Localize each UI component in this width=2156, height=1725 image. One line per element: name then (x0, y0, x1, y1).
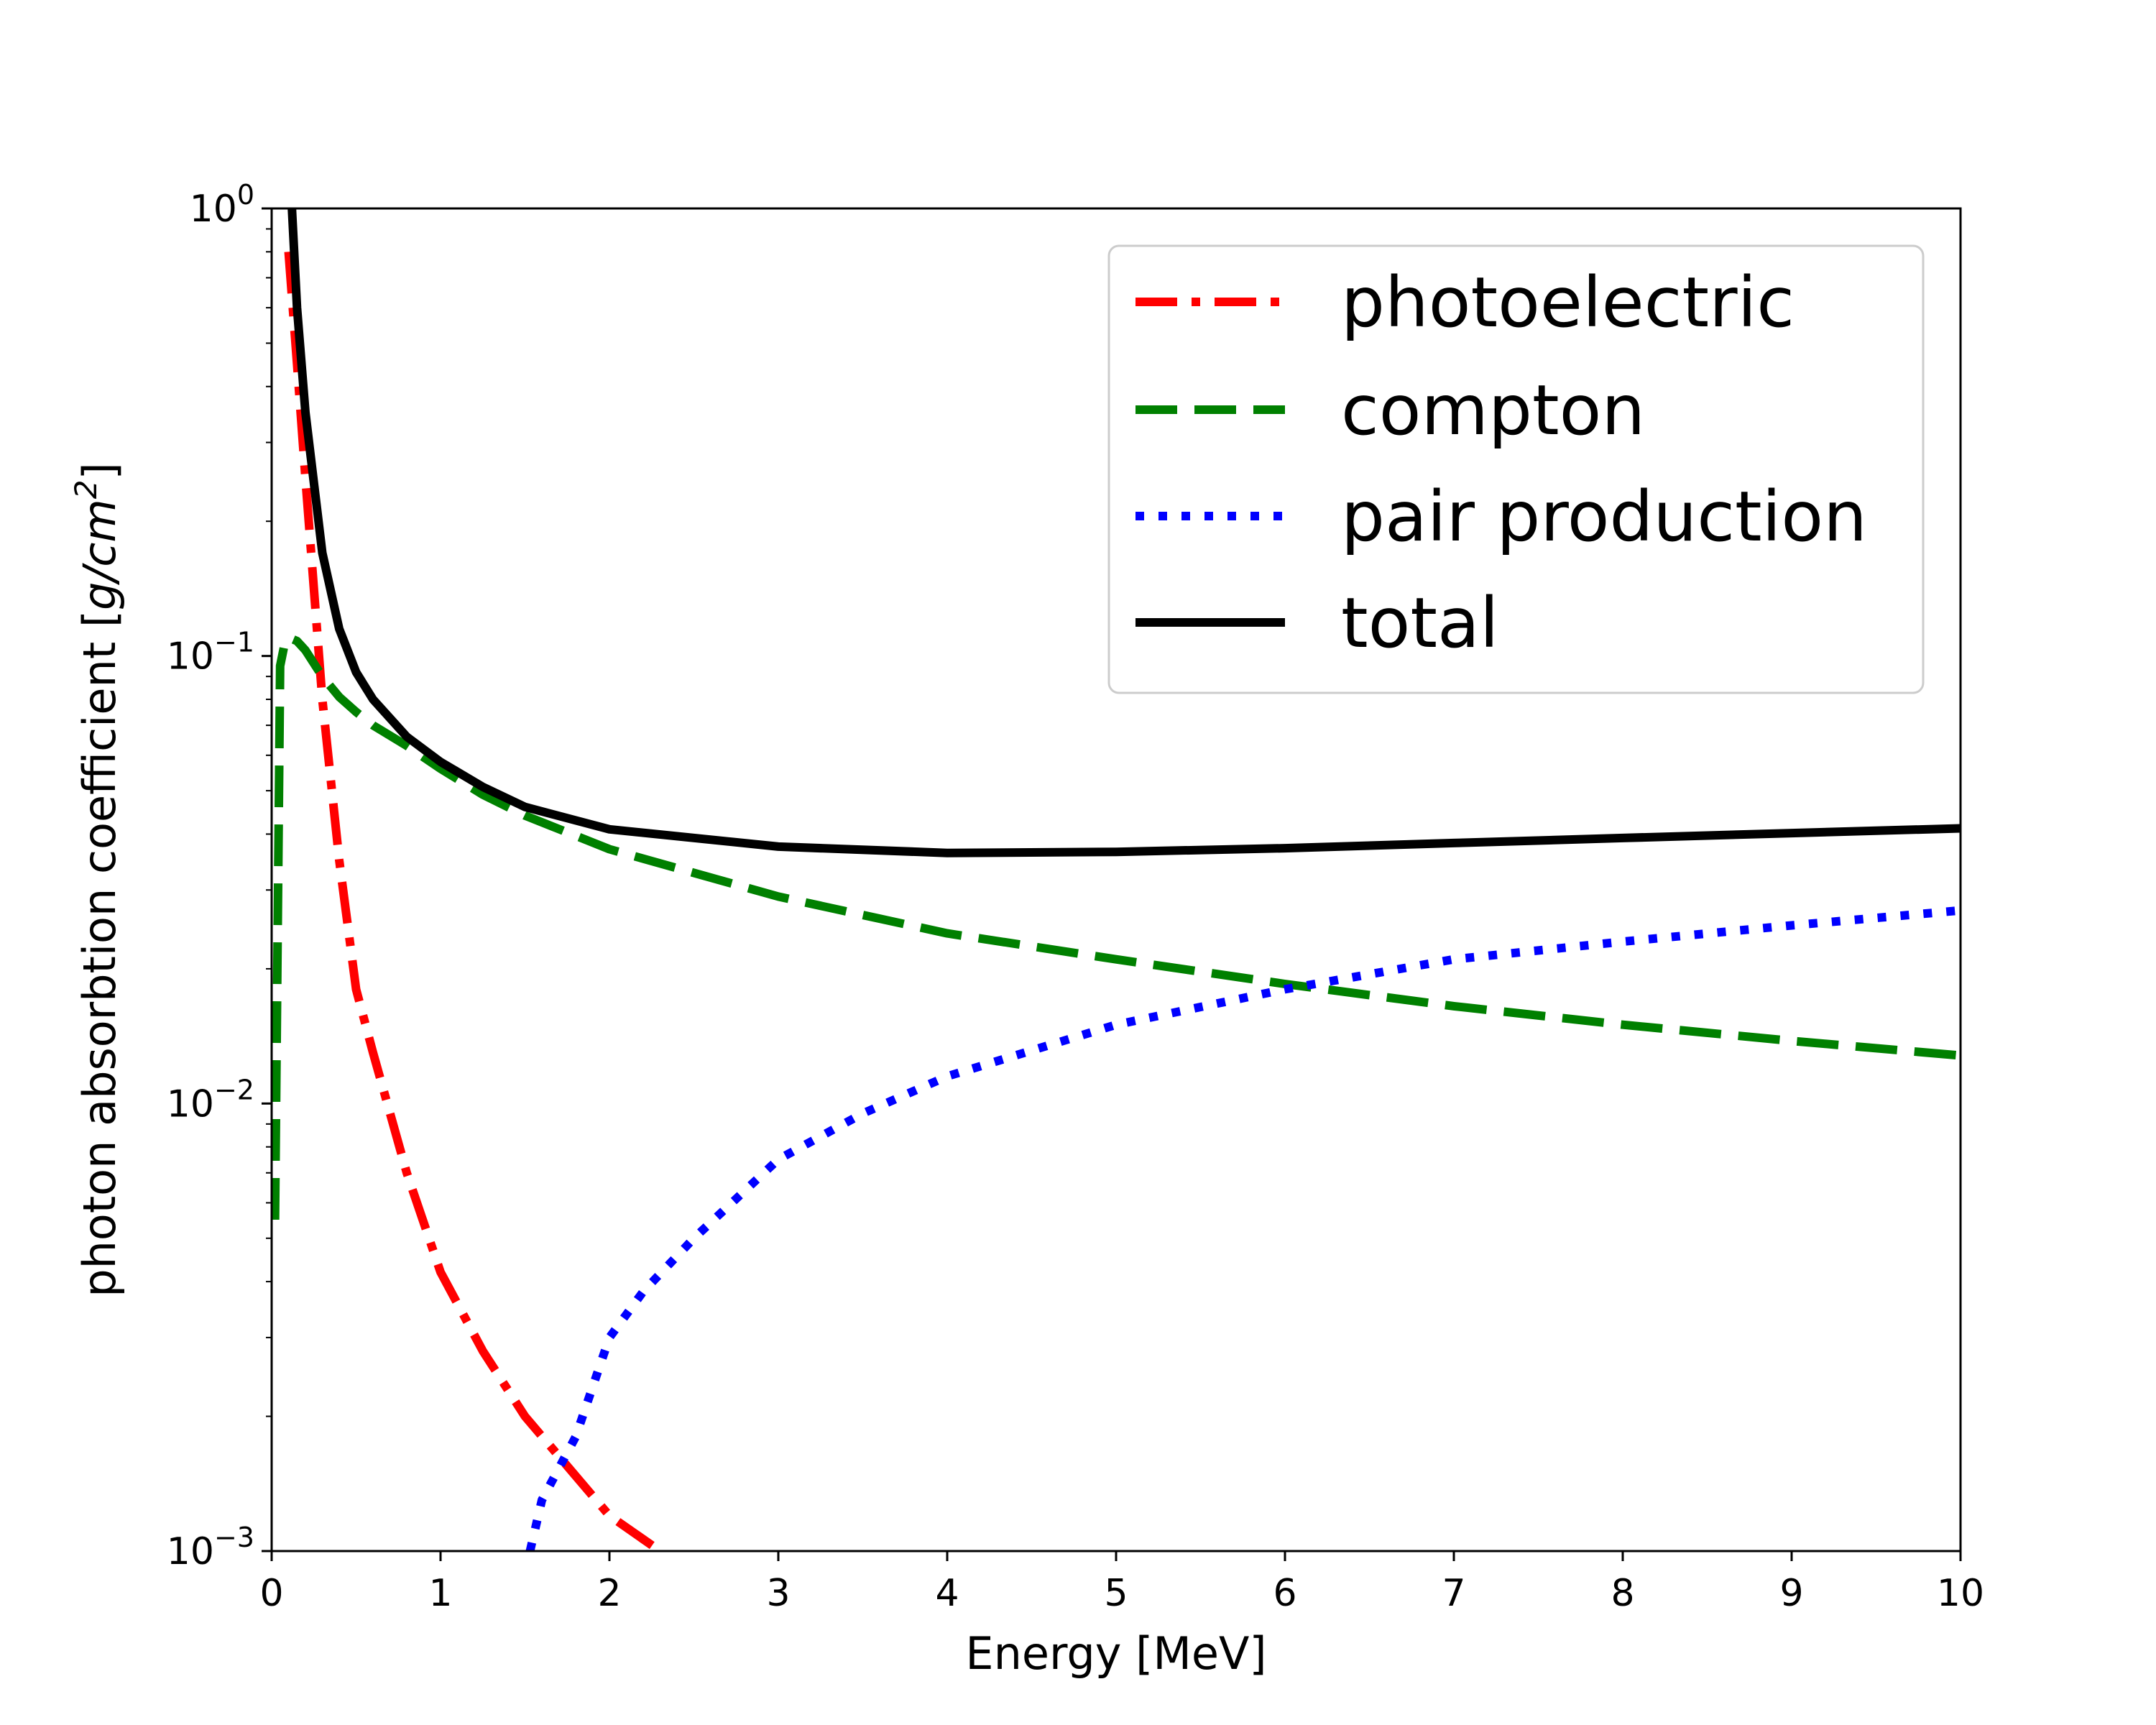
x-axis-label: Energy [MeV] (965, 1627, 1266, 1680)
y-axis-label: photon absorbtion coefficient [g/cm2] (68, 462, 126, 1297)
legend-label: compton (1341, 370, 1645, 451)
legend-label: total (1341, 583, 1499, 663)
y-tick-label: 10−2 (167, 1074, 254, 1126)
series-line-total (287, 208, 1961, 857)
y-axis-label-prefix: photon absorbtion coefficient [ (73, 610, 126, 1297)
series-line-compton (272, 632, 1961, 1220)
y-tick-label: 10−3 (167, 1522, 254, 1573)
x-tick-label: 3 (766, 1572, 790, 1615)
x-tick-label: 4 (935, 1572, 959, 1615)
legend-label: photoelectric (1341, 262, 1795, 343)
y-tick-label: 100 (190, 179, 254, 231)
legend-box (1107, 244, 1925, 694)
series-line-photoelectric (284, 251, 663, 1551)
x-tick-label: 6 (1273, 1572, 1296, 1615)
x-tick-label: 10 (1937, 1572, 1984, 1615)
x-tick-label: 5 (1104, 1572, 1128, 1615)
y-tick-label: 10−1 (167, 627, 254, 678)
x-tick-label: 9 (1779, 1572, 1803, 1615)
y-axis-label-unit: g/cm (73, 499, 126, 610)
x-tick-label: 0 (259, 1572, 283, 1615)
legend: photoelectric compton pair production total (1107, 244, 1925, 694)
x-tick-label: 2 (597, 1572, 621, 1615)
series-group (272, 208, 1961, 1551)
x-tick-label: 8 (1611, 1572, 1634, 1615)
y-axis-label-suffix: ] (73, 462, 126, 479)
x-axis-ticks: 0 1 2 3 4 5 6 7 8 9 10 (259, 1551, 1984, 1615)
legend-label: pair production (1341, 477, 1867, 557)
x-tick-label: 7 (1442, 1572, 1465, 1615)
y-axis-ticks: 100 10−1 10−2 10−3 (167, 179, 272, 1573)
x-tick-label: 1 (428, 1572, 452, 1615)
y-axis-label-exponent: 2 (68, 479, 103, 499)
